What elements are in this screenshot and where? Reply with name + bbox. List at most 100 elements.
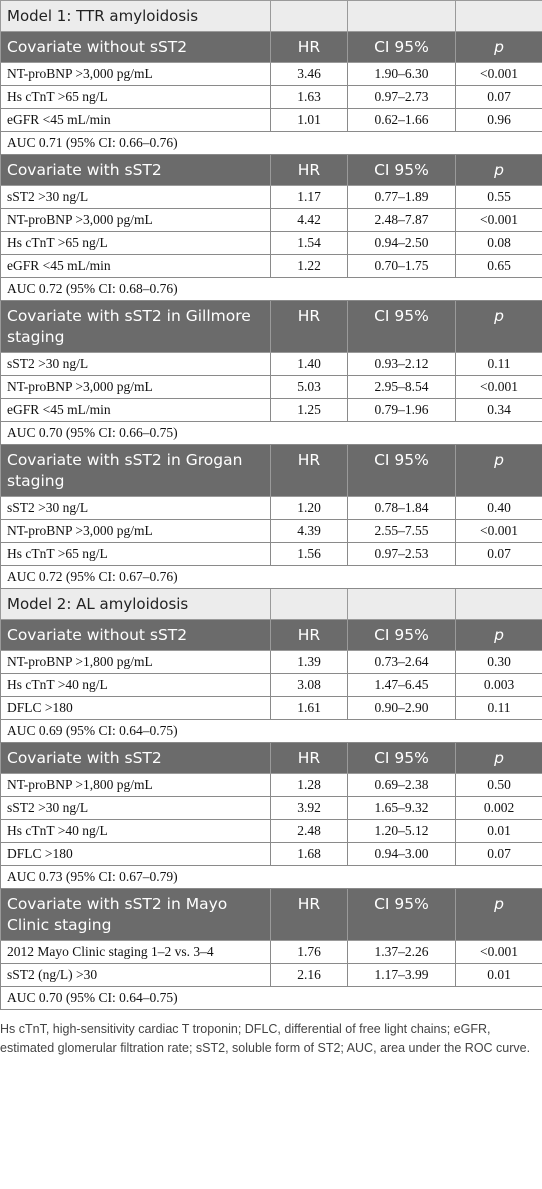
table-row: NT-proBNP >3,000 pg/mL 4.42 2.48–7.87 <0.00… (0, 208, 542, 232)
hr-cell: 1.63 (270, 85, 348, 109)
model-title-spacer (347, 588, 456, 620)
p-value-cell: 0.65 (455, 254, 542, 278)
ci-cell: 0.73–2.64 (347, 650, 456, 674)
auc-row: AUC 0.72 (95% CI: 0.67–0.76) (0, 565, 542, 589)
column-header-p: p (455, 742, 542, 774)
ci-cell: 0.78–1.84 (347, 496, 456, 520)
ci-cell: 0.93–2.12 (347, 352, 456, 376)
model-title-spacer (270, 588, 348, 620)
covariate-cell: 2012 Mayo Clinic staging 1–2 vs. 3–4 (0, 940, 271, 964)
column-header-hr: HR (270, 888, 348, 941)
table-row: DFLC >180 1.61 0.90–2.90 0.11 (0, 696, 542, 720)
table-row: Hs cTnT >40 ng/L 3.08 1.47–6.45 0.003 (0, 673, 542, 697)
hr-cell: 2.16 (270, 963, 348, 987)
column-header-p: p (455, 444, 542, 497)
hr-cell: 1.28 (270, 773, 348, 797)
model-title-spacer (455, 0, 542, 32)
table-row: sST2 >30 ng/L 3.92 1.65–9.32 0.002 (0, 796, 542, 820)
table-footnote: Hs cTnT, high-sensitivity cardiac T trop… (0, 1022, 531, 1055)
covariate-cell: Hs cTnT >65 ng/L (0, 542, 271, 566)
model-title-spacer (270, 0, 348, 32)
table-row: 2012 Mayo Clinic staging 1–2 vs. 3–4 1.76… (0, 940, 542, 964)
column-header-hr: HR (270, 619, 348, 651)
p-value-cell: 0.002 (455, 796, 542, 820)
hr-cell: 1.39 (270, 650, 348, 674)
cox-regression-table: Model 1: TTR amyloidosis Covariate withou… (0, 0, 542, 1010)
ci-cell: 0.97–2.53 (347, 542, 456, 566)
auc-cell: AUC 0.70 (95% CI: 0.64–0.75) (0, 986, 542, 1010)
model-title: Model 2: AL amyloidosis (0, 588, 271, 620)
ci-cell: 1.65–9.32 (347, 796, 456, 820)
model-title: Model 1: TTR amyloidosis (0, 0, 271, 32)
covariate-cell: sST2 >30 ng/L (0, 352, 271, 376)
auc-cell: AUC 0.72 (95% CI: 0.67–0.76) (0, 565, 542, 589)
table-row: sST2 (ng/L) >30 2.16 1.17–3.99 0.01 (0, 963, 542, 987)
column-header-ci: CI 95% (347, 300, 456, 353)
p-value-cell: 0.01 (455, 963, 542, 987)
ci-cell: 1.20–5.12 (347, 819, 456, 843)
section-header-row: Covariate with sST2 in Grogan staging HR C… (0, 444, 542, 497)
model-title-row: Model 2: AL amyloidosis (0, 588, 542, 620)
ci-cell: 2.95–8.54 (347, 375, 456, 399)
column-header-ci: CI 95% (347, 742, 456, 774)
table-row: NT-proBNP >1,800 pg/mL 1.39 0.73–2.64 0.30 (0, 650, 542, 674)
covariate-cell: Hs cTnT >40 ng/L (0, 819, 271, 843)
table-row: DFLC >180 1.68 0.94–3.00 0.07 (0, 842, 542, 866)
covariate-cell: eGFR <45 mL/min (0, 398, 271, 422)
hr-cell: 3.92 (270, 796, 348, 820)
p-value-cell: <0.001 (455, 375, 542, 399)
model-title-spacer (455, 588, 542, 620)
table-row: NT-proBNP >3,000 pg/mL 5.03 2.95–8.54 <0.00… (0, 375, 542, 399)
table-row: Hs cTnT >40 ng/L 2.48 1.20–5.12 0.01 (0, 819, 542, 843)
covariate-cell: sST2 >30 ng/L (0, 496, 271, 520)
hr-cell: 1.61 (270, 696, 348, 720)
section-title: Covariate with sST2 (0, 154, 271, 186)
section-header-row: Covariate with sST2 in Gillmore staging H… (0, 300, 542, 353)
hr-cell: 1.76 (270, 940, 348, 964)
covariate-cell: DFLC >180 (0, 696, 271, 720)
hr-cell: 1.20 (270, 496, 348, 520)
auc-row: AUC 0.73 (95% CI: 0.67–0.79) (0, 865, 542, 889)
column-header-hr: HR (270, 154, 348, 186)
table-row: eGFR <45 mL/min 1.25 0.79–1.96 0.34 (0, 398, 542, 422)
ci-cell: 1.47–6.45 (347, 673, 456, 697)
section-header-row: Covariate without sST2 HR CI 95% p (0, 31, 542, 63)
section-title: Covariate with sST2 in Mayo Clinic stagi… (0, 888, 271, 941)
table-row: Hs cTnT >65 ng/L 1.63 0.97–2.73 0.07 (0, 85, 542, 109)
ci-cell: 0.62–1.66 (347, 108, 456, 132)
hr-cell: 1.22 (270, 254, 348, 278)
auc-row: AUC 0.69 (95% CI: 0.64–0.75) (0, 719, 542, 743)
ci-cell: 0.94–2.50 (347, 231, 456, 255)
auc-row: AUC 0.71 (95% CI: 0.66–0.76) (0, 131, 542, 155)
table-row: NT-proBNP >1,800 pg/mL 1.28 0.69–2.38 0.50 (0, 773, 542, 797)
covariate-cell: eGFR <45 mL/min (0, 254, 271, 278)
auc-cell: AUC 0.73 (95% CI: 0.67–0.79) (0, 865, 542, 889)
column-header-ci: CI 95% (347, 154, 456, 186)
hr-cell: 4.42 (270, 208, 348, 232)
table-body: Model 1: TTR amyloidosis Covariate withou… (0, 0, 542, 1010)
hr-cell: 1.56 (270, 542, 348, 566)
table-row: sST2 >30 ng/L 1.40 0.93–2.12 0.11 (0, 352, 542, 376)
covariate-cell: sST2 >30 ng/L (0, 796, 271, 820)
section-header-row: Covariate with sST2 HR CI 95% p (0, 154, 542, 186)
p-value-cell: 0.30 (455, 650, 542, 674)
hr-cell: 4.39 (270, 519, 348, 543)
column-header-hr: HR (270, 31, 348, 63)
covariate-cell: DFLC >180 (0, 842, 271, 866)
covariate-cell: NT-proBNP >3,000 pg/mL (0, 375, 271, 399)
section-title: Covariate with sST2 in Gillmore staging (0, 300, 271, 353)
section-title: Covariate without sST2 (0, 619, 271, 651)
p-value-cell: <0.001 (455, 940, 542, 964)
p-value-cell: 0.07 (455, 85, 542, 109)
table-row: sST2 >30 ng/L 1.17 0.77–1.89 0.55 (0, 185, 542, 209)
auc-cell: AUC 0.72 (95% CI: 0.68–0.76) (0, 277, 542, 301)
p-value-cell: 0.003 (455, 673, 542, 697)
column-header-hr: HR (270, 300, 348, 353)
p-value-cell: 0.07 (455, 842, 542, 866)
covariate-cell: Hs cTnT >40 ng/L (0, 673, 271, 697)
table-row: eGFR <45 mL/min 1.01 0.62–1.66 0.96 (0, 108, 542, 132)
auc-cell: AUC 0.70 (95% CI: 0.66–0.75) (0, 421, 542, 445)
covariate-cell: NT-proBNP >3,000 pg/mL (0, 208, 271, 232)
covariate-cell: eGFR <45 mL/min (0, 108, 271, 132)
ci-cell: 2.48–7.87 (347, 208, 456, 232)
